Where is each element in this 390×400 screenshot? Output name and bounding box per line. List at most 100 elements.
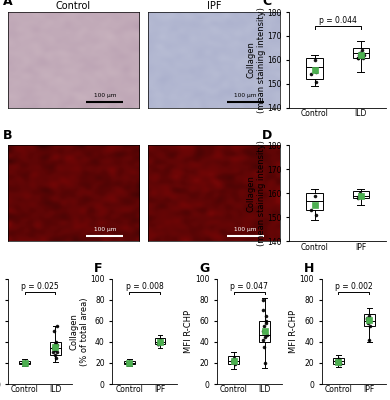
Point (52, 341, 58, 347)
Point (261, 334, 268, 340)
Point (366, 312, 372, 319)
Point (52, 344, 58, 350)
Point (355, 54, 361, 61)
Point (54, 323, 60, 330)
Point (364, 316, 370, 322)
Point (52, 351, 58, 358)
Point (313, 212, 319, 218)
Text: F: F (94, 262, 103, 275)
Point (360, 54, 366, 61)
Point (22, 359, 28, 365)
Point (312, 193, 319, 199)
Point (357, 50, 363, 56)
Bar (353, 191, 369, 198)
Point (312, 66, 318, 73)
Text: p = 0.025: p = 0.025 (21, 282, 59, 290)
Text: H: H (303, 262, 314, 275)
Point (54, 342, 60, 348)
Bar (50, 342, 61, 354)
Point (23, 361, 29, 367)
Point (262, 318, 269, 324)
Point (50, 345, 57, 352)
Point (52, 344, 58, 350)
Point (259, 307, 266, 314)
Point (260, 297, 266, 303)
Text: D: D (262, 129, 272, 142)
Point (313, 202, 319, 209)
Bar (353, 48, 369, 58)
Y-axis label: Collagen
(mean staining intensity): Collagen (mean staining intensity) (246, 7, 266, 113)
Point (360, 52, 367, 58)
Point (308, 207, 315, 214)
Bar (155, 338, 165, 344)
Point (357, 50, 363, 56)
Point (127, 360, 133, 366)
Point (52, 347, 58, 354)
Point (359, 193, 365, 199)
Y-axis label: Collagen
(% of total area): Collagen (% of total area) (69, 297, 89, 366)
Y-axis label: Collagen
(mean staining intensity): Collagen (mean staining intensity) (246, 140, 266, 246)
Point (261, 328, 268, 335)
Text: 100 µm: 100 µm (234, 93, 257, 98)
Point (126, 360, 133, 366)
Point (358, 50, 364, 56)
Point (333, 358, 340, 364)
Point (364, 315, 370, 321)
Point (261, 344, 268, 350)
Point (229, 358, 235, 364)
Text: p = 0.002: p = 0.002 (335, 282, 373, 290)
Bar (124, 361, 135, 364)
Point (124, 360, 130, 366)
Point (312, 202, 318, 209)
Bar (364, 314, 374, 326)
Point (155, 341, 161, 347)
Text: C: C (262, 0, 271, 8)
Point (53, 339, 60, 345)
Point (232, 361, 238, 367)
Point (335, 359, 342, 365)
Point (336, 356, 342, 362)
Point (21, 360, 28, 366)
Bar (20, 361, 30, 364)
Point (157, 339, 163, 345)
Point (263, 332, 269, 338)
Point (366, 337, 372, 343)
Point (50, 349, 57, 356)
Y-axis label: MFI R-CHP: MFI R-CHP (184, 310, 193, 353)
Bar (307, 58, 323, 79)
Point (23, 361, 29, 367)
Point (155, 341, 161, 347)
Point (51, 328, 57, 335)
Point (259, 328, 266, 335)
Text: p = 0.044: p = 0.044 (319, 16, 356, 25)
Text: B: B (3, 129, 12, 142)
Bar (307, 194, 323, 210)
Text: p = 0.047: p = 0.047 (230, 282, 268, 290)
Text: G: G (199, 262, 209, 275)
Title: IPF: IPF (207, 1, 221, 11)
Point (358, 52, 364, 58)
Point (262, 312, 269, 319)
Point (367, 323, 373, 330)
Point (156, 339, 162, 345)
Point (261, 360, 268, 366)
Point (335, 359, 342, 365)
Point (261, 323, 268, 330)
Bar (259, 321, 270, 342)
Point (231, 354, 238, 361)
Text: 100 µm: 100 µm (94, 93, 116, 98)
Point (157, 337, 163, 343)
Point (356, 52, 362, 58)
Point (313, 78, 319, 85)
Point (366, 318, 372, 324)
Point (156, 340, 163, 346)
Point (356, 193, 362, 199)
Text: A: A (3, 0, 12, 8)
Bar (229, 356, 239, 364)
Point (21, 360, 28, 366)
Point (358, 193, 364, 199)
Point (232, 360, 238, 366)
Point (158, 338, 164, 344)
Text: p = 0.008: p = 0.008 (126, 282, 163, 290)
Bar (333, 358, 344, 364)
